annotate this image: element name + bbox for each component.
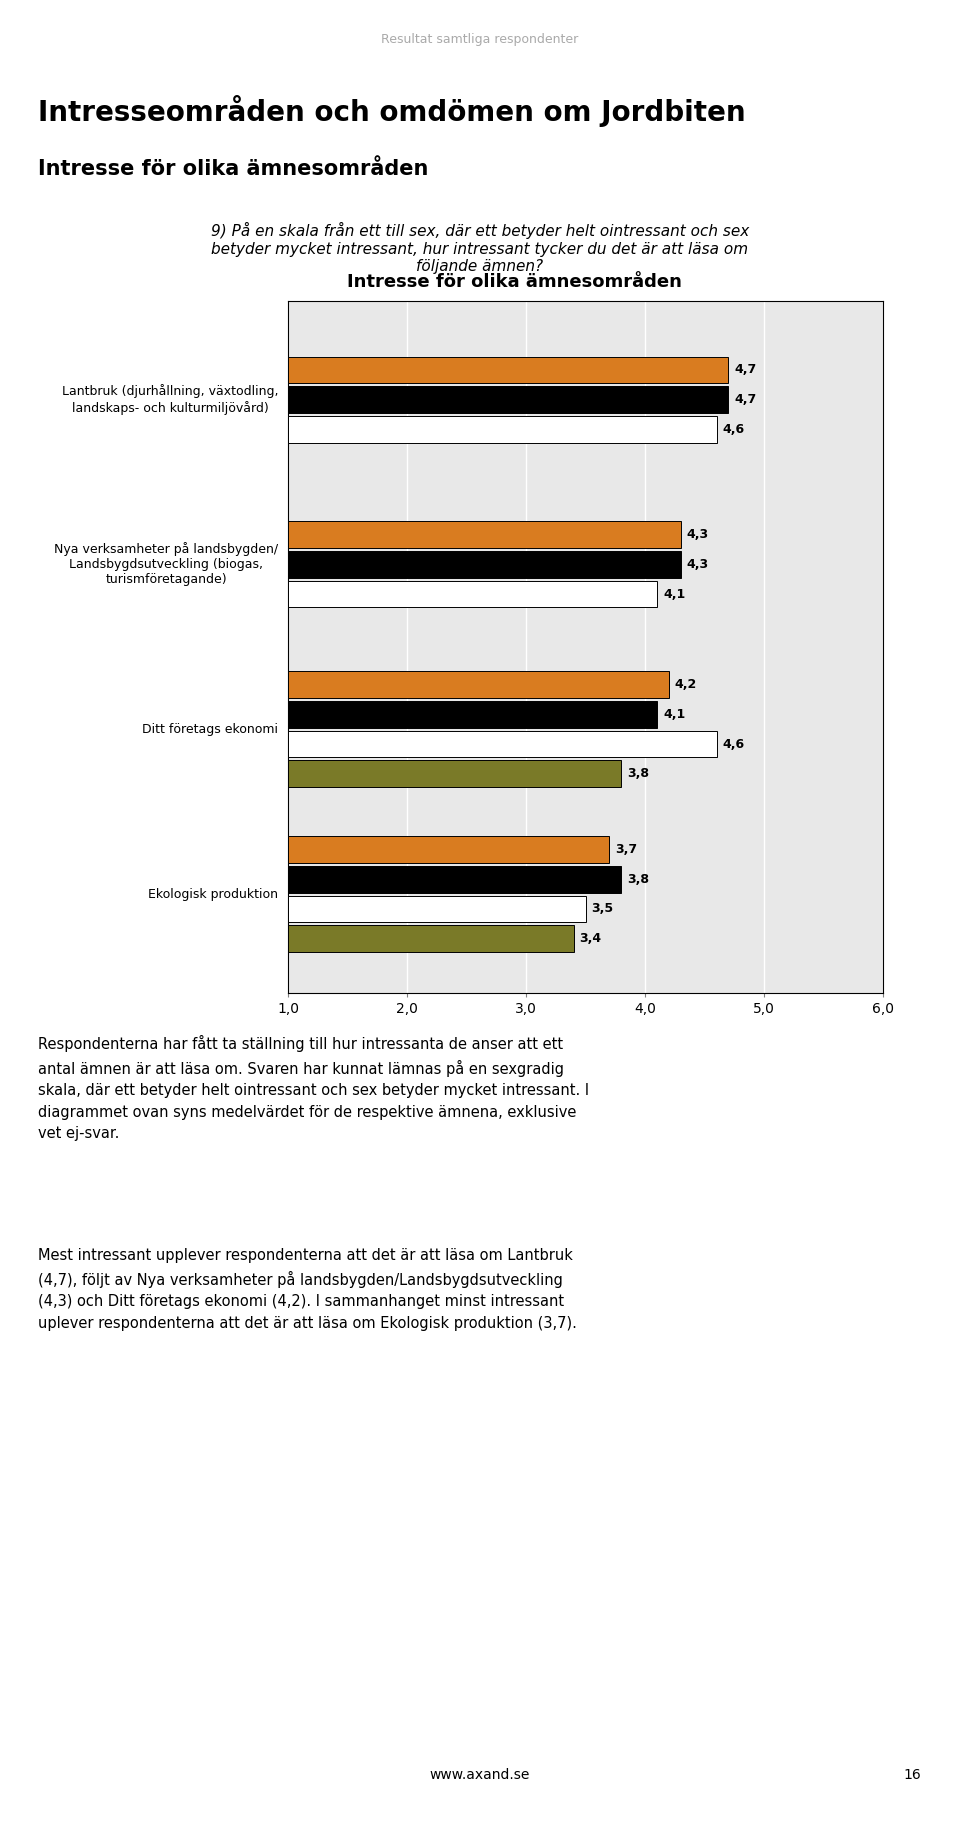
Text: 4,7: 4,7	[734, 394, 756, 406]
Text: Resultat samtliga respondenter: Resultat samtliga respondenter	[381, 33, 579, 46]
Bar	[288, 670, 669, 698]
Text: Intresse för olika ämnesområden: Intresse för olika ämnesområden	[38, 159, 429, 179]
Text: Lantbruk (djurhållning, växtodling,
landskaps- och kulturmiljövård): Lantbruk (djurhållning, växtodling, land…	[61, 384, 278, 415]
Bar	[288, 357, 729, 383]
Text: 4,6: 4,6	[723, 738, 745, 751]
Text: Nya verksamheter på landsbygden/
Landsbygdsutveckling (biogas,
turismföretagande: Nya verksamheter på landsbygden/ Landsby…	[55, 543, 278, 587]
Bar	[288, 896, 586, 922]
Bar	[288, 521, 681, 548]
Bar	[288, 581, 657, 607]
Text: 4,2: 4,2	[675, 678, 697, 691]
Text: 4,1: 4,1	[663, 587, 685, 601]
Text: 4,3: 4,3	[686, 528, 708, 541]
Text: 4,3: 4,3	[686, 558, 708, 570]
Text: www.axand.se: www.axand.se	[430, 1767, 530, 1782]
Text: Ditt företags ekonomi: Ditt företags ekonomi	[142, 723, 278, 736]
Text: 3,4: 3,4	[580, 933, 602, 946]
Bar	[288, 760, 621, 787]
Text: 4,1: 4,1	[663, 709, 685, 722]
Bar	[288, 550, 681, 578]
Bar	[288, 415, 716, 443]
Text: 4,7: 4,7	[734, 363, 756, 377]
Bar	[288, 836, 610, 864]
Bar	[288, 701, 657, 727]
Bar	[288, 386, 729, 414]
Text: 3,8: 3,8	[627, 873, 649, 885]
Text: 3,7: 3,7	[615, 844, 637, 856]
Text: Mest intressant upplever respondenterna att det är att läsa om Lantbruk
(4,7), f: Mest intressant upplever respondenterna …	[38, 1248, 577, 1332]
Title: Intresse för olika ämnesområden: Intresse för olika ämnesområden	[347, 273, 682, 292]
Text: Respondenterna har fått ta ställning till hur intressanta de anser att ett
antal: Respondenterna har fått ta ställning til…	[38, 1035, 589, 1141]
Bar	[288, 731, 716, 758]
Bar	[288, 926, 574, 951]
Text: 9) På en skala från ett till sex, där ett betyder helt ointressant och sex
betyd: 9) På en skala från ett till sex, där et…	[211, 222, 749, 273]
Text: 4,6: 4,6	[723, 423, 745, 435]
Text: 16: 16	[904, 1767, 922, 1782]
Text: 3,5: 3,5	[591, 902, 613, 915]
Text: Intresseområden och omdömen om Jordbiten: Intresseområden och omdömen om Jordbiten	[38, 95, 746, 128]
Text: 3,8: 3,8	[627, 767, 649, 780]
Text: Ekologisk produktion: Ekologisk produktion	[149, 887, 278, 900]
Bar	[288, 865, 621, 893]
